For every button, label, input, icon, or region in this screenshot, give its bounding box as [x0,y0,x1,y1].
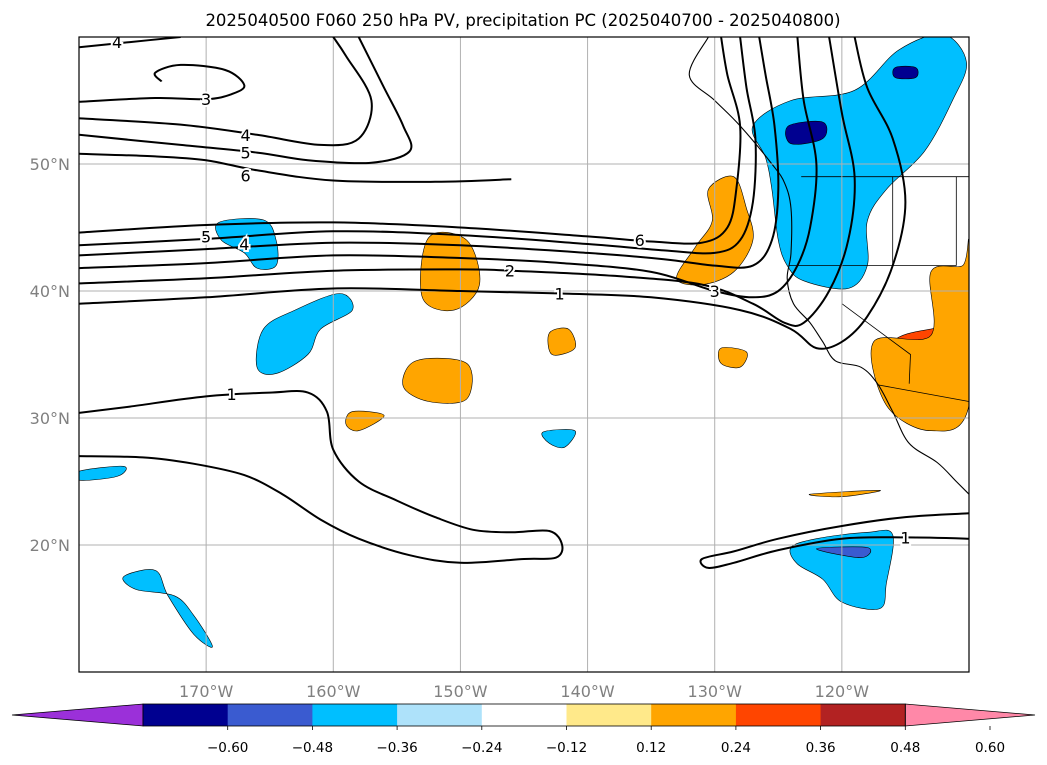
colorbar-segment [735,704,822,726]
colorbar-tick-label: −0.36 [376,740,417,756]
state-border [878,384,969,402]
pv-contour-3 [79,37,818,299]
pv-contour-5 [79,37,413,165]
colorbar: −0.60 −0.48 −0.36 −0.24 −0.12 0.12 0.24 0.36 0.4… [11,703,1036,756]
contour-label: 4 [240,126,250,145]
colorbar-tick-label: −0.24 [461,740,502,756]
colorbar-segment [566,704,652,726]
colorbar-frame [142,703,906,727]
pv-contour-1 [79,390,564,564]
precip-region [816,546,872,559]
y-tick-label: 30°N [30,409,70,428]
pv-contour-1 [699,512,969,569]
colorbar-tick-label: 0.36 [806,740,836,756]
precip-region [255,293,354,375]
pv-contours-layer [79,37,969,569]
contour-label: 4 [239,235,249,254]
y-axis-ticks: 20°N 30°N 40°N 50°N [30,155,70,555]
colorbar-segment [481,704,567,726]
x-tick-label: 130°W [688,682,743,701]
precip-region [541,429,576,449]
pv-contour-6 [79,37,742,245]
pv-contour-6 [79,152,512,183]
contour-label: 1 [226,385,236,404]
colorbar-extend-low [11,703,144,727]
colorbar-extend-high [904,703,1036,727]
chart-title: 2025040500 F060 250 hPa PV, precipitatio… [205,11,840,30]
precip-region [751,37,967,290]
pv-contour-4 [79,37,181,49]
pv-contour-1 [79,37,907,350]
contour-label: 3 [710,282,720,301]
contour-label: 6 [240,166,250,185]
precip-region [785,121,828,145]
gridlines [79,37,969,672]
precip-region [870,238,969,432]
contour-label: 1 [900,528,910,547]
colorbar-segment [227,704,313,726]
pv-contour-2 [79,37,856,327]
precip-region [402,357,473,404]
x-tick-label: 140°W [560,682,615,701]
y-tick-label: 20°N [30,536,70,555]
coastline-layer [688,37,969,495]
x-tick-label: 120°W [815,682,870,701]
colorbar-segment [820,704,906,726]
pv-contour-3 [79,63,246,103]
coastline [688,37,969,495]
precip-region [547,327,576,356]
x-tick-label: 160°W [306,682,361,701]
colorbar-tick-label: 0.24 [721,740,751,756]
pv-contour-5 [79,37,757,255]
colorbar-tick-label: 0.48 [890,740,920,756]
contour-label: 2 [505,262,515,281]
contour-label: 5 [201,227,211,246]
map-frame [78,36,970,673]
contour-label: 1 [555,285,565,304]
precip-region [345,410,385,432]
precip-region [717,347,748,369]
contour-label: 4 [112,33,122,52]
precip-region [79,465,127,481]
colorbar-segment [143,704,229,726]
precip-region [122,569,213,648]
colorbar-tick-label: −0.48 [292,740,333,756]
colorbar-segment [312,704,398,726]
colorbar-tick-label: 0.60 [975,740,1005,756]
precip-region [892,65,919,80]
x-tick-label: 170°W [179,682,234,701]
pv-contour-4 [79,37,780,269]
y-tick-label: 40°N [30,282,70,301]
contour-label: 3 [201,90,211,109]
contour-label: 6 [635,231,645,250]
precip-region [215,218,279,270]
pv-contour-4 [79,37,373,147]
colorbar-tick-label: −0.12 [546,740,587,756]
colorbar-tick-label: 0.12 [636,740,666,756]
precip-shading-layer [79,37,969,648]
x-tick-label: 150°W [433,682,488,701]
x-axis-ticks: 170°W 160°W 150°W 140°W 130°W 120°W [179,682,869,701]
y-tick-label: 50°N [30,155,70,174]
colorbar-tick-label: −0.60 [207,740,248,756]
colorbar-segment [397,704,483,726]
colorbar-segment [651,704,737,726]
contour-label: 5 [240,144,250,163]
